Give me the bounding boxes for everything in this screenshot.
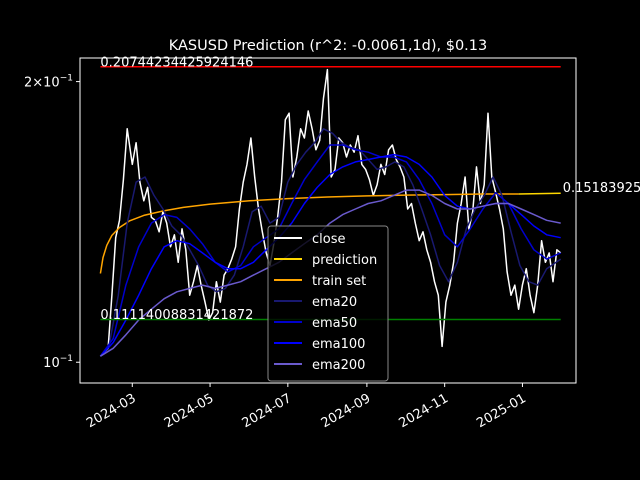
hline-min-label: 0.11114008831421872 <box>100 308 253 323</box>
chart-title: KASUSD Prediction (r^2: -0.0061,1d), $0.… <box>169 38 488 54</box>
series-ema20-line <box>99 128 562 357</box>
series-ema200-line <box>100 189 561 357</box>
legend-label-ema20: ema20 <box>312 295 357 310</box>
legend-label-close: close <box>312 232 345 247</box>
series-ema50-line <box>99 144 562 357</box>
series-train-set-line <box>99 193 519 274</box>
y-tick-label: 10−1 <box>43 354 73 371</box>
hline-max-label: 0.20744234425924146 <box>100 55 253 70</box>
legend-label-train-set: train set <box>312 274 366 289</box>
series-prediction-line <box>518 192 561 195</box>
legend-label-ema200: ema200 <box>312 358 365 373</box>
legend: close prediction train set ema20 ema50 ema100… <box>267 225 389 382</box>
series-close-line <box>99 68 562 357</box>
legend-label-prediction: prediction <box>312 253 377 268</box>
y-tick-label: 2×10−1 <box>24 74 73 91</box>
legend-label-ema50: ema50 <box>312 316 357 331</box>
legend-label-ema100: ema100 <box>312 337 365 352</box>
axes-frame <box>79 57 577 384</box>
prediction-end-label: 0.15183925856 <box>563 181 640 196</box>
